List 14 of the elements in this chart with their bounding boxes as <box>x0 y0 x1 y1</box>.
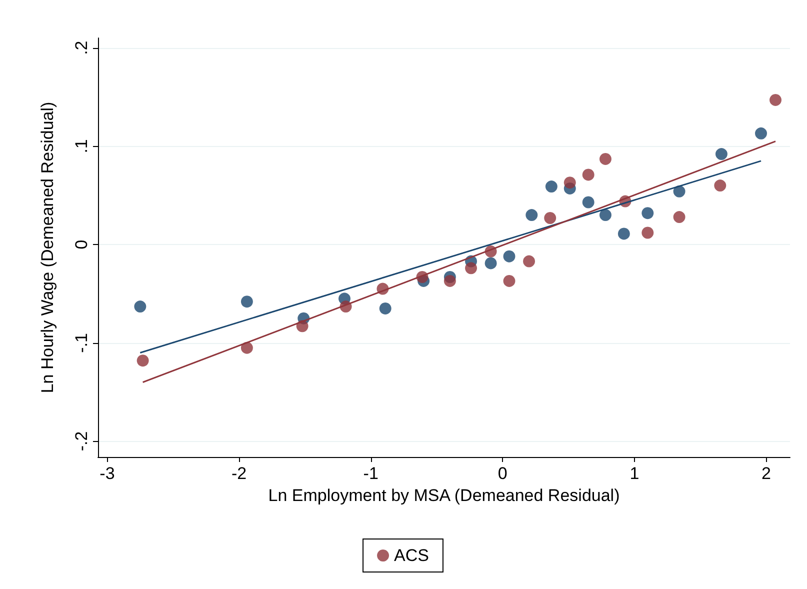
y-tick-label: 0 <box>72 240 91 250</box>
x-tick-label: -1 <box>363 464 378 483</box>
y-tick-label: .1 <box>72 139 91 154</box>
y-axis-title: Ln Hourly Wage (Demeaned Residual) <box>38 102 57 394</box>
y-tick-label: -.1 <box>72 332 91 353</box>
y-tick-label: .2 <box>72 40 91 55</box>
legend-label: ACS <box>394 546 429 565</box>
x-tick-label: -2 <box>231 464 247 483</box>
x-axis-title: Ln Employment by MSA (Demeaned Residual) <box>268 486 620 505</box>
y-tick-label: -.2 <box>72 431 91 452</box>
x-tick-label: 2 <box>762 464 772 483</box>
x-tick-label: 1 <box>630 464 640 483</box>
x-tick-label: -3 <box>100 464 115 483</box>
x-tick-label: 0 <box>498 464 508 483</box>
